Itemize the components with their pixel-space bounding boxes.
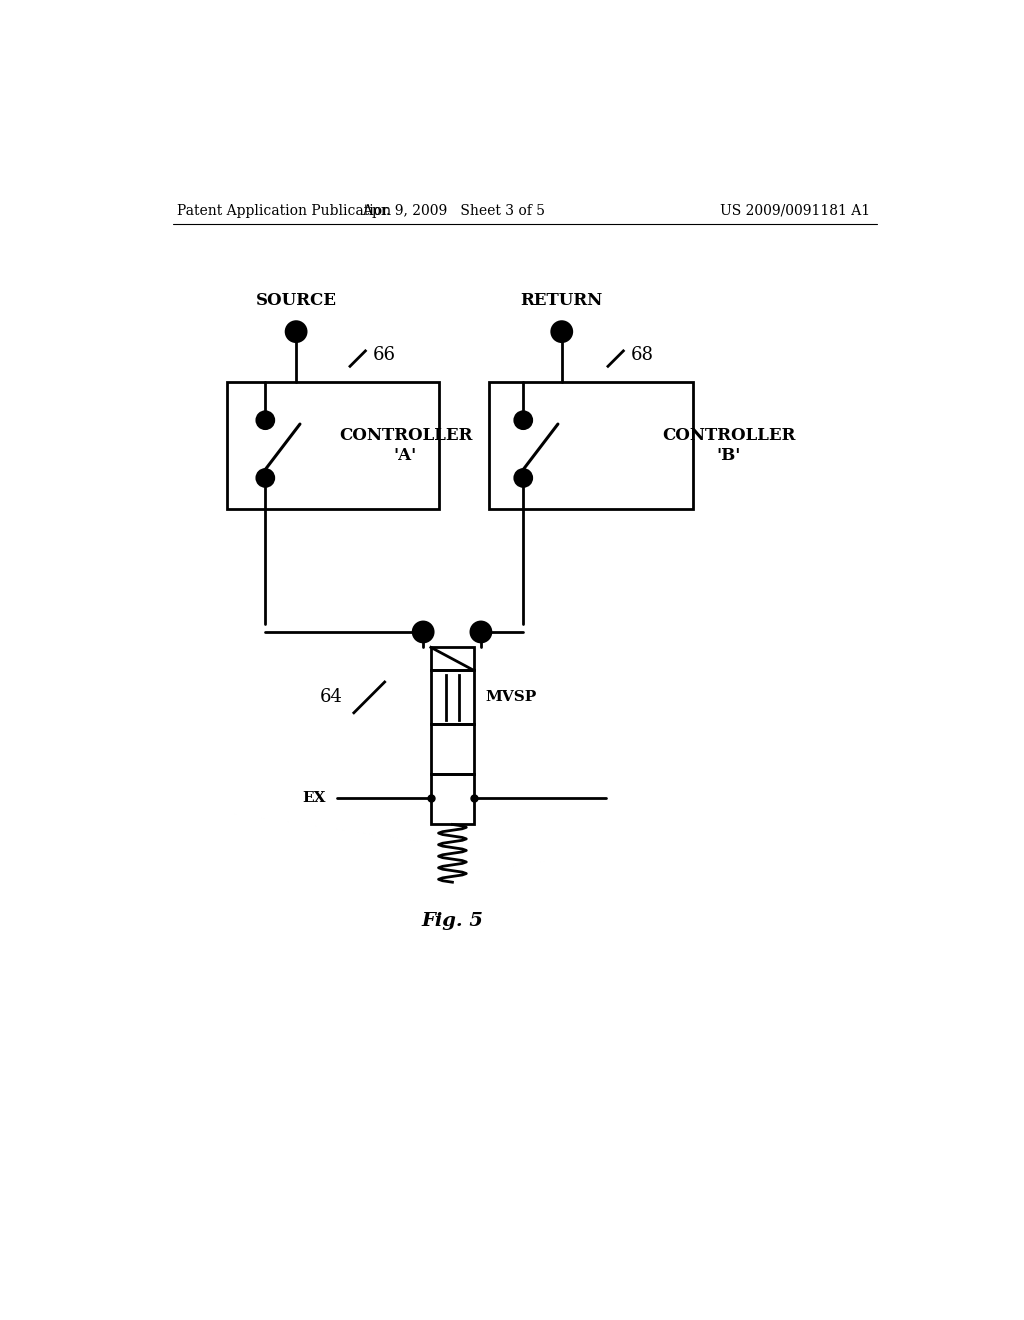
Circle shape [413, 622, 433, 642]
Circle shape [257, 412, 273, 429]
Text: RETURN: RETURN [520, 292, 603, 309]
Text: Fig. 5: Fig. 5 [422, 912, 483, 929]
Text: CONTROLLER
'B': CONTROLLER 'B' [662, 426, 796, 463]
Text: EX: EX [302, 791, 326, 804]
Bar [226, 381, 438, 508]
Circle shape [515, 412, 531, 429]
Text: Apr. 9, 2009   Sheet 3 of 5: Apr. 9, 2009 Sheet 3 of 5 [362, 203, 546, 218]
Text: 66: 66 [373, 346, 396, 364]
Circle shape [552, 322, 571, 342]
Text: 68: 68 [631, 346, 654, 364]
Text: MVSP: MVSP [485, 690, 537, 705]
Bar [488, 381, 692, 508]
Bar [431, 725, 474, 775]
Circle shape [471, 622, 490, 642]
Circle shape [257, 470, 273, 487]
Text: CONTROLLER
'A': CONTROLLER 'A' [339, 426, 472, 463]
Bar [431, 671, 474, 725]
Text: SOURCE: SOURCE [256, 292, 337, 309]
Bar [431, 775, 474, 825]
Circle shape [286, 322, 306, 342]
Circle shape [515, 470, 531, 487]
Text: 64: 64 [319, 689, 342, 706]
Bar [431, 647, 474, 671]
Text: Patent Application Publication: Patent Application Publication [177, 203, 391, 218]
Text: US 2009/0091181 A1: US 2009/0091181 A1 [720, 203, 869, 218]
